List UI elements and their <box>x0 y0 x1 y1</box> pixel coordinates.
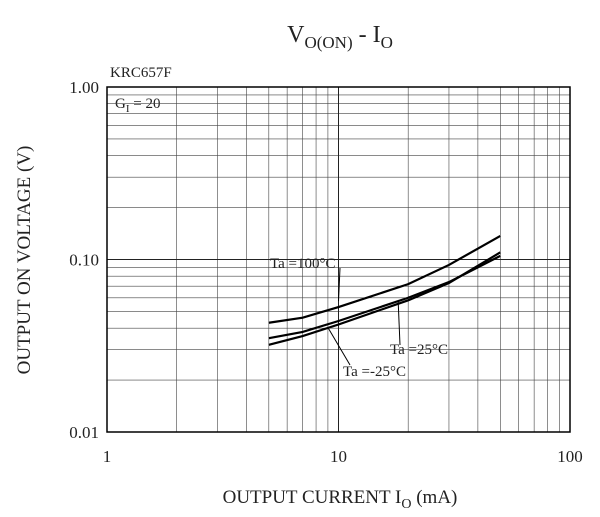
series-label: Ta =-25°C <box>343 364 406 380</box>
series-label: Ta =100°C <box>270 256 336 272</box>
gain-label: GI = 20 <box>115 96 160 115</box>
y-tick-label: 0.10 <box>69 251 99 270</box>
label-leader <box>398 302 400 345</box>
y-tick-label: 1.00 <box>69 78 99 97</box>
part-label: KRC657F <box>110 65 172 81</box>
label-leader <box>329 328 351 365</box>
x-axis-label: OUTPUT CURRENT IO (mA) <box>223 487 458 512</box>
y-axis-label: OUTPUT ON VOLTAGE (V) <box>14 146 35 375</box>
x-tick-label: 1 <box>103 447 112 466</box>
x-tick-label: 100 <box>557 447 583 466</box>
series-label: Ta =25°C <box>390 342 448 358</box>
chart: VO(ON) - IO OUTPUT ON VOLTAGE (V) OUTPUT… <box>0 0 600 517</box>
series-line <box>269 236 501 323</box>
chart-title: VO(ON) - IO <box>287 22 393 52</box>
y-tick-label: 0.01 <box>69 423 99 442</box>
x-tick-label: 10 <box>330 447 347 466</box>
